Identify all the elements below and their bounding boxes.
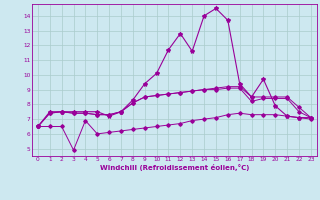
X-axis label: Windchill (Refroidissement éolien,°C): Windchill (Refroidissement éolien,°C) bbox=[100, 164, 249, 171]
